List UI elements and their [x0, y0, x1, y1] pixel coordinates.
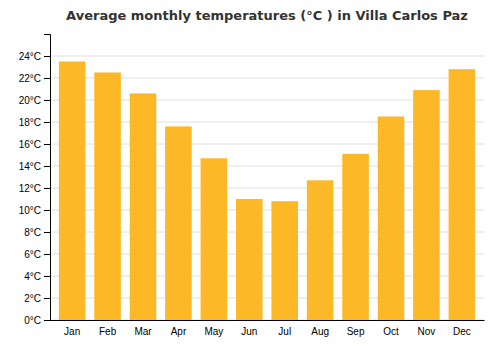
y-tick-mark [44, 276, 50, 277]
x-tick-label: Dec [453, 326, 471, 337]
y-tick: 10°C [19, 205, 50, 216]
bar [94, 73, 121, 321]
x-tick: Sep [347, 326, 365, 337]
x-axis: Jan Feb Mar Apr May Jun Jul Aug Sep Oct Nov Dec [51, 321, 485, 338]
bar [201, 158, 228, 320]
y-tick-label: 20°C [19, 95, 41, 106]
bar [130, 93, 157, 320]
y-tick-label: 12°C [19, 183, 41, 194]
y-tick: 12°C [19, 183, 50, 194]
x-tick-label: Sep [347, 326, 365, 337]
y-tick-label: 14°C [19, 161, 41, 172]
y-axis-line [44, 35, 51, 321]
y-tick: 16°C [19, 139, 50, 150]
y-tick-mark [44, 78, 50, 79]
y-axis: 0°C 2°C 4°C 6°C 8°C 10°C 12°C 14°C 16°C 18°C 20°C 2… [19, 35, 51, 326]
y-tick-mark [44, 100, 50, 101]
y-tick-label: 2°C [24, 293, 41, 304]
y-tick: 2°C [24, 293, 50, 304]
title: Average monthly temperatures (°C ) in Vi… [66, 8, 468, 23]
bar [165, 126, 192, 320]
bar [271, 201, 298, 320]
x-tick: Apr [171, 326, 187, 337]
x-tick-label: Oct [383, 326, 399, 337]
y-tick-mark [44, 166, 50, 167]
y-tick-label: 6°C [24, 249, 41, 260]
x-tick: Oct [383, 326, 399, 337]
bar [449, 69, 476, 320]
y-tick-label: 8°C [24, 227, 41, 238]
chart: 0°C 2°C 4°C 6°C 8°C 10°C 12°C 14°C 16°C 18°C 20°C 2… [0, 0, 500, 350]
y-tick-mark [44, 144, 50, 145]
x-tick-label: Nov [418, 326, 436, 337]
x-tick-label: Jan [64, 326, 80, 337]
y-tick-mark [44, 298, 50, 299]
y-tick-mark [44, 254, 50, 255]
y-tick-label: 18°C [19, 117, 41, 128]
grid-line [50, 56, 484, 57]
bar [413, 90, 440, 320]
grid [50, 56, 484, 320]
y-tick-label: 16°C [19, 139, 41, 150]
x-tick-label: Jun [241, 326, 257, 337]
x-tick: Mar [134, 326, 152, 337]
x-tick: May [204, 326, 223, 337]
y-tick-mark [44, 122, 50, 123]
y-tick: 8°C [24, 227, 50, 238]
y-tick-mark [44, 320, 50, 321]
x-axis-line [51, 320, 485, 321]
y-tick: 18°C [19, 117, 50, 128]
y-tick-label: 22°C [19, 73, 41, 84]
x-tick-label: May [204, 326, 223, 337]
y-tick-label: 4°C [24, 271, 41, 282]
bars [59, 62, 475, 321]
x-tick: Nov [418, 326, 436, 337]
y-tick-label: 24°C [19, 51, 41, 62]
y-tick-label: 0°C [24, 315, 41, 326]
x-tick-label: Apr [171, 326, 187, 337]
x-tick: Aug [311, 326, 329, 337]
y-tick: 14°C [19, 161, 50, 172]
bar [59, 62, 86, 321]
x-tick-label: Feb [99, 326, 117, 337]
x-tick: Dec [453, 326, 471, 337]
bar [342, 154, 369, 320]
y-tick-mark [44, 56, 50, 57]
y-tick: 22°C [19, 73, 50, 84]
x-tick: Jan [64, 326, 80, 337]
bar [307, 180, 334, 320]
bar [236, 199, 263, 320]
y-tick-label: 10°C [19, 205, 41, 216]
x-tick-label: Aug [311, 326, 329, 337]
x-tick: Jul [278, 326, 291, 337]
y-tick-mark [44, 188, 50, 189]
y-tick: 4°C [24, 271, 50, 282]
y-tick: 24°C [19, 51, 50, 62]
bar [378, 117, 405, 321]
x-tick: Jun [241, 326, 257, 337]
y-tick: 6°C [24, 249, 50, 260]
x-tick: Feb [99, 326, 117, 337]
plot: 0°C 2°C 4°C 6°C 8°C 10°C 12°C 14°C 16°C 18°C 20°C 2… [19, 35, 485, 338]
y-tick-mark [44, 210, 50, 211]
y-tick: 20°C [19, 95, 50, 106]
y-tick: 0°C [24, 315, 50, 326]
x-tick-label: Jul [278, 326, 291, 337]
x-tick-label: Mar [134, 326, 152, 337]
y-tick-mark [44, 232, 50, 233]
